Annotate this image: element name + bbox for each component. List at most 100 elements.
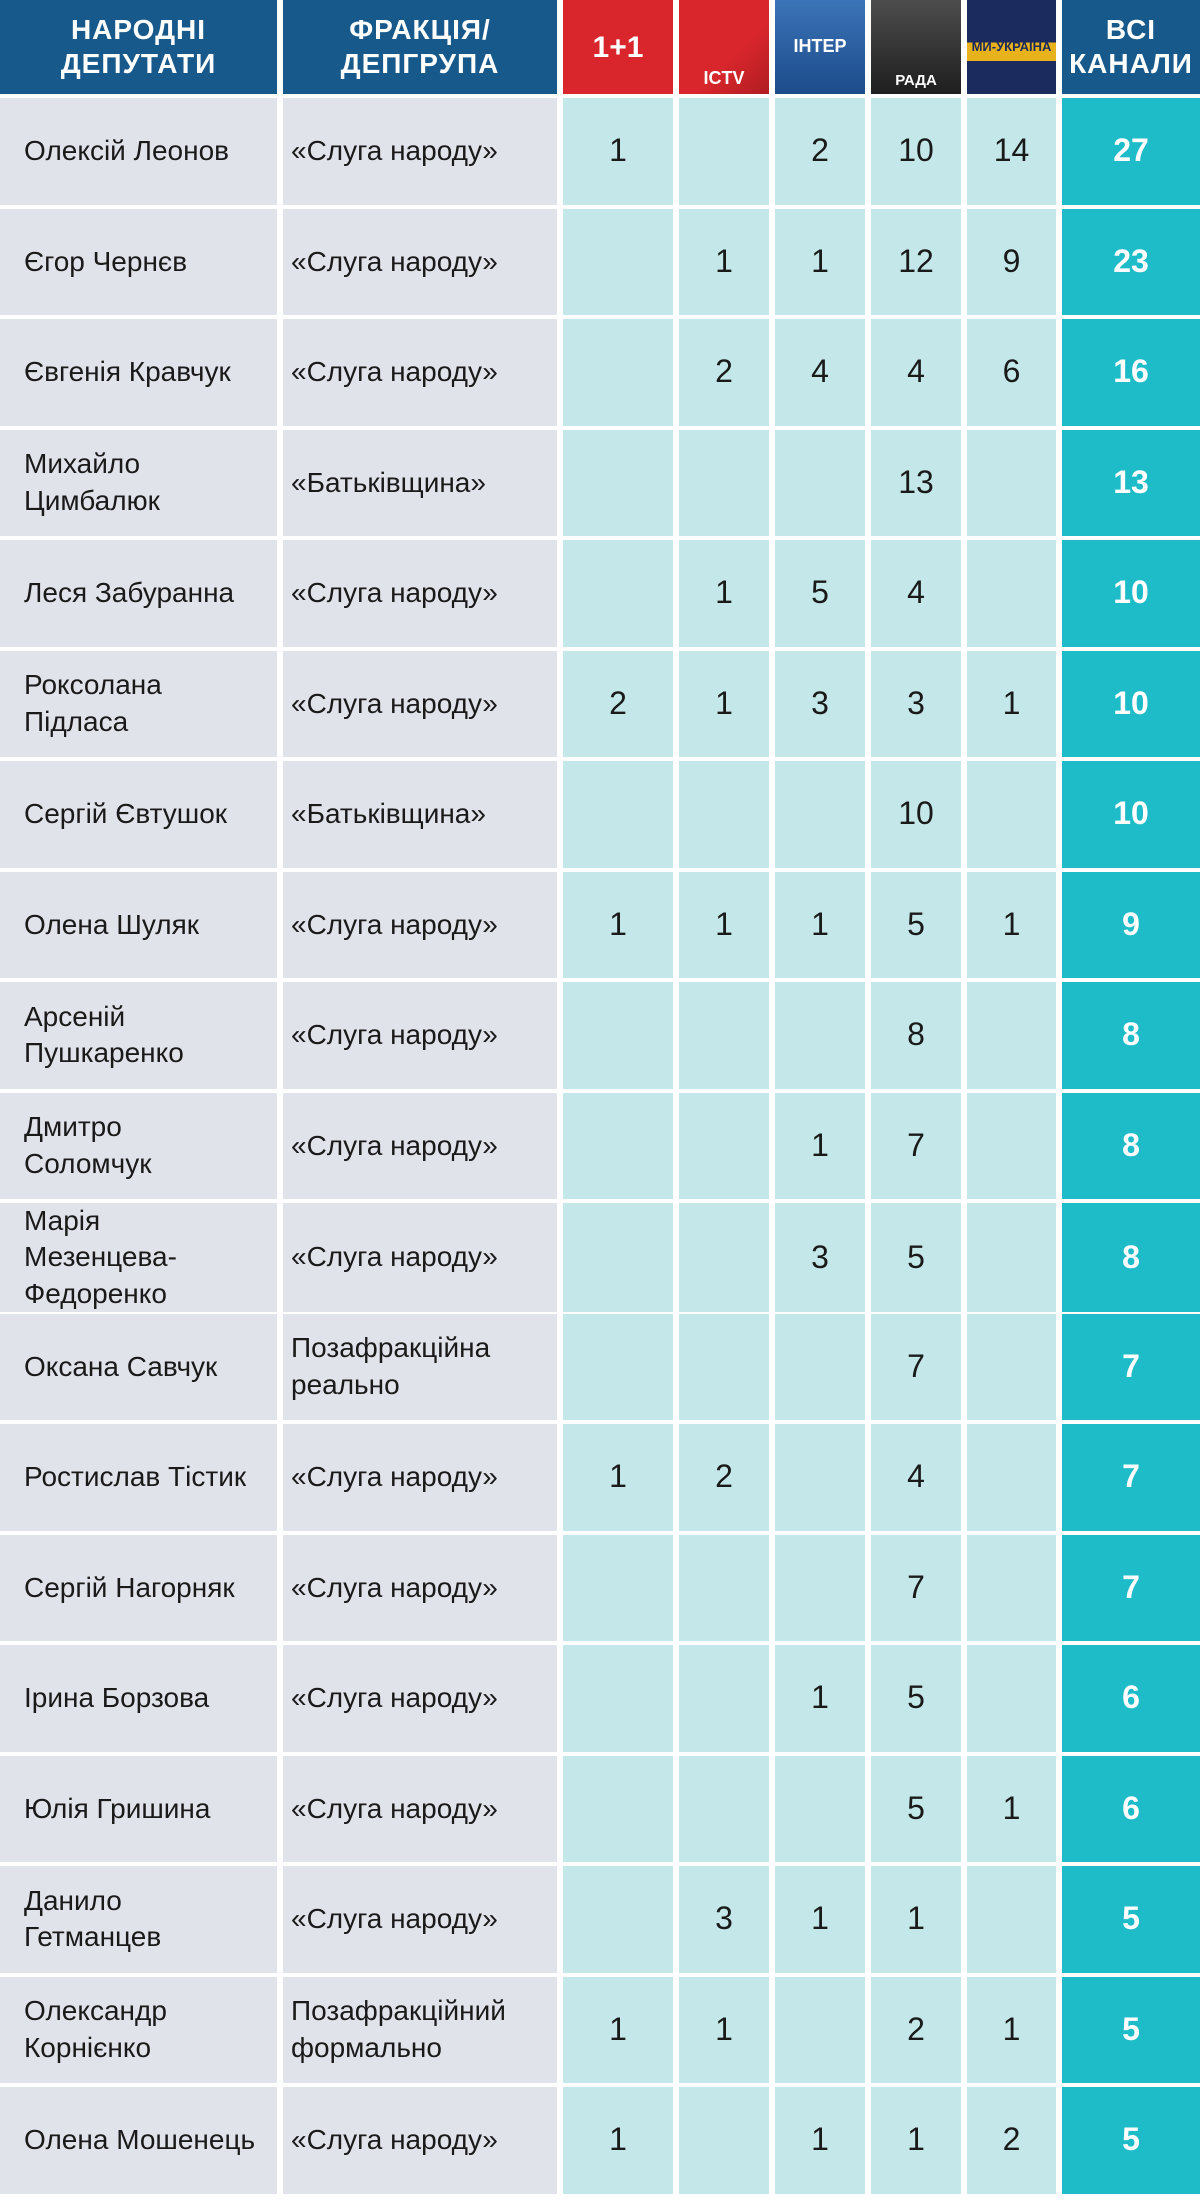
channel-count — [967, 1203, 1056, 1313]
channel-count — [679, 1313, 769, 1420]
channel-count: 1 — [967, 871, 1056, 978]
header-total: ВСІ КАНАЛИ — [1062, 0, 1200, 94]
total-count: 10 — [1062, 540, 1200, 647]
channel-count — [775, 1976, 865, 2083]
channel-count — [679, 429, 769, 536]
table-row: Роксолана Підласа «Слуга народу» 2 1 3 3 1 10 — [0, 650, 1200, 757]
deputy-name: Леся Забуранна — [0, 540, 277, 647]
channel-count — [967, 1534, 1056, 1641]
deputy-name: Олексій Леонов — [0, 98, 277, 205]
total-count: 16 — [1062, 319, 1200, 426]
channel-logo: МИ-УКРАЇНА — [967, 0, 1056, 94]
channel-count: 2 — [679, 319, 769, 426]
table-row: Сергій Нагорняк «Слуга народу» 7 7 — [0, 1534, 1200, 1641]
deputy-name: Роксолана Підласа — [0, 650, 277, 757]
deputy-name: Дмитро Соломчук — [0, 1092, 277, 1199]
channel-count — [775, 982, 865, 1089]
faction: «Слуга народу» — [283, 982, 557, 1089]
table-row: Арсеній Пушкаренко «Слуга народу» 8 8 — [0, 982, 1200, 1089]
table-row: Олексій Леонов «Слуга народу» 1 2 10 14 27 — [0, 98, 1200, 205]
channel-count — [563, 1534, 673, 1641]
deputy-name: Євгенія Кравчук — [0, 319, 277, 426]
channel-count — [563, 540, 673, 647]
channel-count — [679, 1645, 769, 1752]
channel-count: 4 — [775, 319, 865, 426]
channel-count — [967, 761, 1056, 868]
channel-count — [563, 1203, 673, 1313]
total-count: 10 — [1062, 761, 1200, 868]
table-row: Леся Забуранна «Слуга народу» 1 5 4 10 — [0, 540, 1200, 647]
channel-count: 4 — [871, 1424, 961, 1531]
channel-count — [967, 429, 1056, 536]
channel-count — [967, 1092, 1056, 1199]
channel-count: 8 — [871, 982, 961, 1089]
channel-count: 6 — [967, 319, 1056, 426]
channel-count: 2 — [679, 1424, 769, 1531]
channel-count: 1 — [967, 1755, 1056, 1862]
channel-count: 1 — [563, 2087, 673, 2194]
channel-count: 2 — [775, 98, 865, 205]
total-count: 13 — [1062, 429, 1200, 536]
faction: «Слуга народу» — [283, 1203, 557, 1313]
channel-count — [775, 1424, 865, 1531]
channel-count: 1 — [563, 1424, 673, 1531]
table-row: Ростислав Тістик «Слуга народу» 1 2 4 7 — [0, 1424, 1200, 1531]
channel-count: 1 — [967, 1976, 1056, 2083]
channel-count: 1 — [775, 871, 865, 978]
channel-count: 1 — [775, 1092, 865, 1199]
deputy-name: Оксана Савчук — [0, 1313, 277, 1420]
channel-count: 7 — [871, 1313, 961, 1420]
faction: «Слуга народу» — [283, 319, 557, 426]
channel-count: 1 — [871, 1866, 961, 1973]
channel-count — [679, 2087, 769, 2194]
table-row: Олена Шуляк «Слуга народу» 1 1 1 5 1 9 — [0, 871, 1200, 978]
channel-count — [679, 1534, 769, 1641]
channel-count — [775, 761, 865, 868]
deputy-name: Данило Гетманцев — [0, 1866, 277, 1973]
channel-count: 3 — [871, 650, 961, 757]
channel-count — [563, 1092, 673, 1199]
channel-count: 3 — [679, 1866, 769, 1973]
table-row: Ірина Борзова «Слуга народу» 1 5 6 — [0, 1645, 1200, 1752]
channel-count: 13 — [871, 429, 961, 536]
channel-count: 1 — [679, 1976, 769, 2083]
header-faction: ФРАКЦІЯ/ ДЕПГРУПА — [283, 0, 557, 94]
channel-count: 2 — [871, 1976, 961, 2083]
table-row: Олександр Корнієнко Позафракційний формал… — [0, 1976, 1200, 2083]
channel-count: 1 — [563, 1976, 673, 2083]
deputy-name: Олена Шуляк — [0, 871, 277, 978]
total-count: 27 — [1062, 98, 1200, 205]
channel-count — [679, 1203, 769, 1313]
channel-count — [679, 98, 769, 205]
faction: «Слуга народу» — [283, 2087, 557, 2194]
channel-count: 2 — [967, 2087, 1056, 2194]
channel-count — [563, 1866, 673, 1973]
deputy-name: Єгор Чернєв — [0, 208, 277, 315]
deputy-name: Олена Мошенець — [0, 2087, 277, 2194]
total-count: 6 — [1062, 1645, 1200, 1752]
channel-count: 5 — [871, 871, 961, 978]
channel-count — [967, 540, 1056, 647]
header-row: НАРОДНІ ДЕПУТАТИ ФРАКЦІЯ/ ДЕПГРУПА 1+1 I… — [0, 0, 1200, 94]
channel-count — [775, 1755, 865, 1862]
channel-count: 1 — [871, 2087, 961, 2194]
channel-count: 1 — [967, 650, 1056, 757]
faction: «Слуга народу» — [283, 208, 557, 315]
table-row: Євгенія Кравчук «Слуга народу» 2 4 4 6 16 — [0, 319, 1200, 426]
channel-count: 1 — [775, 1866, 865, 1973]
channel-count — [563, 1755, 673, 1862]
faction: «Батьківщина» — [283, 761, 557, 868]
faction: «Слуга народу» — [283, 1424, 557, 1531]
channel-logo: ІНТЕР — [775, 0, 865, 94]
deputy-name: Ірина Борзова — [0, 1645, 277, 1752]
total-count: 7 — [1062, 1534, 1200, 1641]
total-count: 7 — [1062, 1313, 1200, 1420]
channel-count: 10 — [871, 98, 961, 205]
channel-count: 10 — [871, 761, 961, 868]
channel-count — [967, 1424, 1056, 1531]
channel-count — [967, 1866, 1056, 1973]
channel-count: 1 — [775, 1645, 865, 1752]
table-row: Данило Гетманцев «Слуга народу» 3 1 1 5 — [0, 1866, 1200, 1973]
channel-count — [679, 1092, 769, 1199]
faction: «Слуга народу» — [283, 1866, 557, 1973]
